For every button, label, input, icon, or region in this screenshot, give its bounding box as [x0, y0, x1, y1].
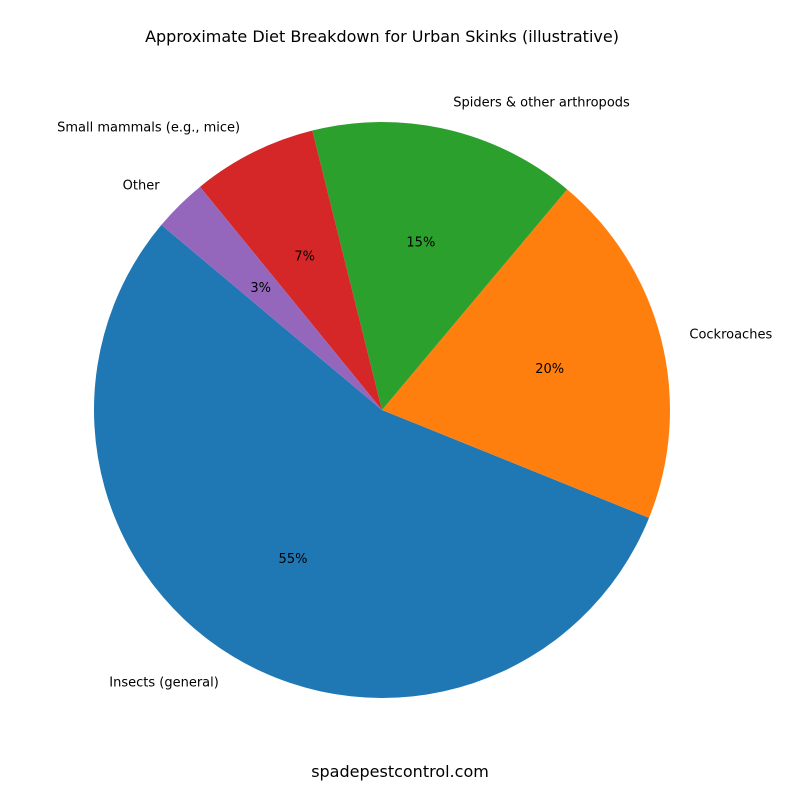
- slice-label: Small mammals (e.g., mice): [57, 121, 240, 136]
- slice-label: Cockroaches: [689, 327, 772, 342]
- slice-label: Other: [123, 178, 161, 193]
- chart-title: Approximate Diet Breakdown for Urban Ski…: [145, 27, 619, 46]
- slice-percent-label: 20%: [535, 362, 564, 377]
- slice-label: Spiders & other arthropods: [453, 95, 630, 110]
- pie-slice: [94, 224, 650, 698]
- pie-slice: [161, 186, 382, 410]
- slice-percent-label: 55%: [279, 552, 308, 567]
- slice-percent-label: 15%: [406, 236, 435, 251]
- slice-percent-label: 7%: [294, 249, 315, 264]
- slice-percent-label: 3%: [250, 281, 271, 296]
- pie-slice: [199, 130, 382, 411]
- watermark: spadepestcontrol.com: [311, 762, 489, 781]
- slice-label: Insects (general): [109, 676, 219, 691]
- pie-slice: [382, 189, 671, 518]
- pie-slice: [312, 122, 568, 411]
